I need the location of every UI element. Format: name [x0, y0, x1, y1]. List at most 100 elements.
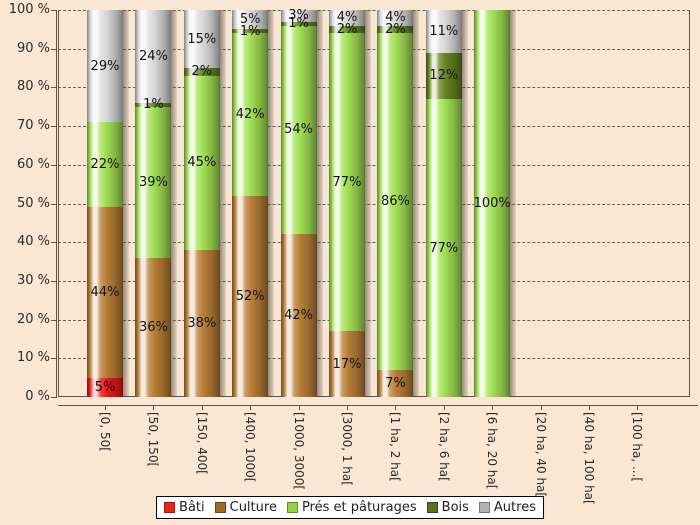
segment-label: 17% — [332, 356, 362, 372]
bar-segment: 4% — [377, 10, 414, 26]
segment-label: 38% — [187, 315, 217, 331]
y-axis-label: 60 % — [16, 156, 50, 172]
segment-label: 39% — [138, 174, 168, 190]
bar-segment: 1% — [232, 24, 269, 39]
y-axis-label: 10 % — [16, 350, 50, 366]
bar-shadow — [268, 10, 275, 397]
segment-label: 4% — [385, 10, 406, 26]
x-tick — [637, 406, 639, 410]
x-tick — [201, 406, 203, 410]
bar-segment: 2% — [183, 64, 220, 79]
x-axis-label: [150, 400[ — [194, 412, 209, 475]
legend-label: Culture — [229, 500, 277, 515]
y-axis-label: 70 % — [16, 118, 50, 134]
gridline — [58, 48, 690, 50]
bar: 17% 77% 2% 4% — [329, 10, 371, 397]
bar-segment: 42% — [232, 33, 269, 196]
bar-segment: 45% — [183, 75, 220, 250]
x-tick — [298, 406, 300, 410]
bar-segment: 4% — [329, 10, 365, 26]
x-tick — [492, 406, 494, 410]
x-axis-label: [400, 1000[ — [243, 412, 258, 483]
x-tick — [105, 406, 106, 410]
segment-label: 2% — [191, 64, 213, 80]
y-axis-label: 40 % — [16, 234, 50, 250]
segment-label: 29% — [90, 58, 120, 74]
segment-label: 22% — [90, 157, 120, 173]
bar-segment: 36% — [135, 257, 172, 397]
bar-segment: 29% — [87, 10, 123, 123]
y-axis-label: 80 % — [16, 79, 50, 95]
bar-segment: 17% — [329, 331, 365, 397]
segment-label: 42% — [284, 308, 314, 324]
bar-segment: 5% — [87, 377, 123, 397]
bar-shadow — [316, 10, 323, 397]
bar-segment: 38% — [183, 249, 220, 397]
segment-label: 3% — [288, 8, 309, 24]
legend-item: Autres — [478, 500, 536, 515]
bar-shadow — [123, 10, 129, 397]
segment-label: 4% — [336, 10, 358, 26]
segment-label: 12% — [429, 68, 459, 84]
segment-label: 7% — [385, 375, 406, 391]
bar-segments: 100% — [474, 10, 511, 397]
segment-label: 15% — [187, 31, 217, 47]
segment-label: 42% — [235, 107, 265, 122]
x-axis-label: [2 ha, 6 ha[ — [436, 412, 451, 482]
bar-shadow — [461, 10, 468, 397]
segment-label: 5% — [239, 12, 261, 28]
y-tick — [51, 203, 57, 205]
bar-segment: 2% — [377, 22, 414, 37]
y-axis-label: 30 % — [16, 272, 50, 288]
gridline — [58, 280, 690, 282]
bar-segment: 1% — [135, 97, 172, 112]
bar-segment: 11% — [425, 10, 462, 53]
x-axis-label: [40 ha, 100 ha[ — [582, 412, 596, 505]
legend-item: Culture — [214, 500, 277, 515]
bar-segment: 42% — [280, 234, 317, 397]
bar-shadow — [219, 10, 226, 397]
y-tick — [51, 358, 57, 360]
x-tick — [443, 406, 445, 410]
x-axis-label: [100 ha, ...[ — [630, 412, 645, 483]
bar-shadow — [413, 10, 420, 397]
bar-shadow — [365, 10, 371, 397]
bar: 36% 39% 1% 24% — [135, 10, 178, 397]
segment-label: 5% — [94, 379, 116, 395]
x-axis-label: [0, 50[ — [98, 412, 112, 452]
bar-shadow — [510, 10, 517, 397]
legend-label: Bois — [441, 500, 469, 515]
bar-segments: 17% 77% 2% 4% — [329, 10, 365, 397]
gridline — [58, 126, 690, 128]
bar: 38% 45% 2% 15% — [183, 10, 226, 397]
bar-segment: 86% — [377, 33, 414, 370]
bar-segment: 15% — [183, 10, 220, 69]
y-axis-label: 0 % — [25, 389, 50, 404]
y-tick — [51, 397, 57, 398]
x-tick — [347, 406, 348, 410]
legend-swatch — [164, 502, 176, 513]
x-axis-label: [50, 150[ — [146, 412, 161, 468]
y-axis-label: 100 % — [8, 2, 50, 17]
x-tick — [250, 406, 252, 410]
legend: Bâti Culture Prés et pâturages Bois Autres — [156, 496, 544, 519]
x-tick — [153, 406, 155, 410]
bar: 52% 42% 1% 5% — [232, 10, 275, 397]
bar-segment: 22% — [87, 122, 123, 208]
y-axis-label: 90 % — [16, 40, 50, 56]
legend-swatch — [426, 502, 438, 513]
legend-label: Autres — [493, 500, 536, 515]
bar-segment: 100% — [474, 10, 511, 397]
bar-segment: 24% — [135, 10, 172, 103]
x-axis-label: [1 ha, 2 ha[ — [388, 412, 403, 482]
x-tick — [589, 406, 590, 410]
bar-segment: 52% — [232, 195, 269, 397]
bar-segment: 44% — [87, 207, 123, 378]
x-axis-label: [1000, 3000[ — [291, 412, 306, 491]
x-axis-label: [3000, 1 ha[ — [340, 412, 354, 486]
y-tick — [51, 280, 57, 282]
bar: 77% 12% 11% — [425, 10, 468, 397]
bar-segments: 52% 42% 1% 5% — [232, 10, 269, 397]
segment-label: 11% — [429, 23, 459, 39]
x-axis-label: [6 ha, 20 ha[ — [485, 412, 500, 490]
